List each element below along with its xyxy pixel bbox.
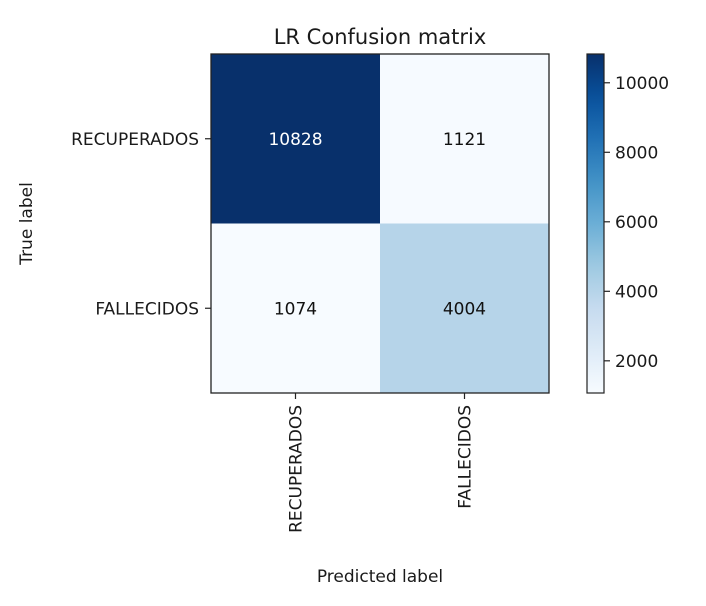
colorbar-tick-label-4: 10000: [615, 74, 669, 94]
colorbar-tick-label-2: 6000: [615, 213, 658, 233]
x-axis-label: Predicted label: [317, 567, 443, 587]
y-axis-label: True label: [17, 182, 37, 266]
colorbar-tick-label-0: 2000: [615, 352, 658, 372]
matrix-frame: [210, 53, 550, 394]
colorbar-tick-label-1: 4000: [615, 282, 658, 302]
x-tick-label-1: FALLECIDOS: [456, 405, 476, 509]
chart-title: LR Confusion matrix: [274, 25, 487, 49]
heatmap-cell-r1-c0: [211, 223, 380, 393]
colorbar: [586, 53, 605, 394]
cell-value-label-r1-c1: 4004: [443, 299, 486, 319]
cell-value-label-r0-c1: 1121: [443, 130, 486, 150]
y-tick-label-0: RECUPERADOS: [71, 130, 199, 150]
x-tick-label-0: RECUPERADOS: [287, 405, 307, 533]
heatmap-cell-r0-c0: [211, 54, 380, 224]
cell-value-label-r0-c0: 10828: [268, 130, 322, 150]
y-tick-label-1: FALLECIDOS: [95, 299, 199, 319]
cell-value-label-r1-c0: 1074: [274, 299, 317, 319]
heatmap-cell-r0-c1: [380, 54, 549, 224]
heatmap-cell-r1-c1: [380, 223, 549, 393]
colorbar-tick-label-3: 8000: [615, 143, 658, 163]
chart-layer: LR Confusion matrix 10828 1121 1074 4004 RECU…: [17, 25, 669, 587]
